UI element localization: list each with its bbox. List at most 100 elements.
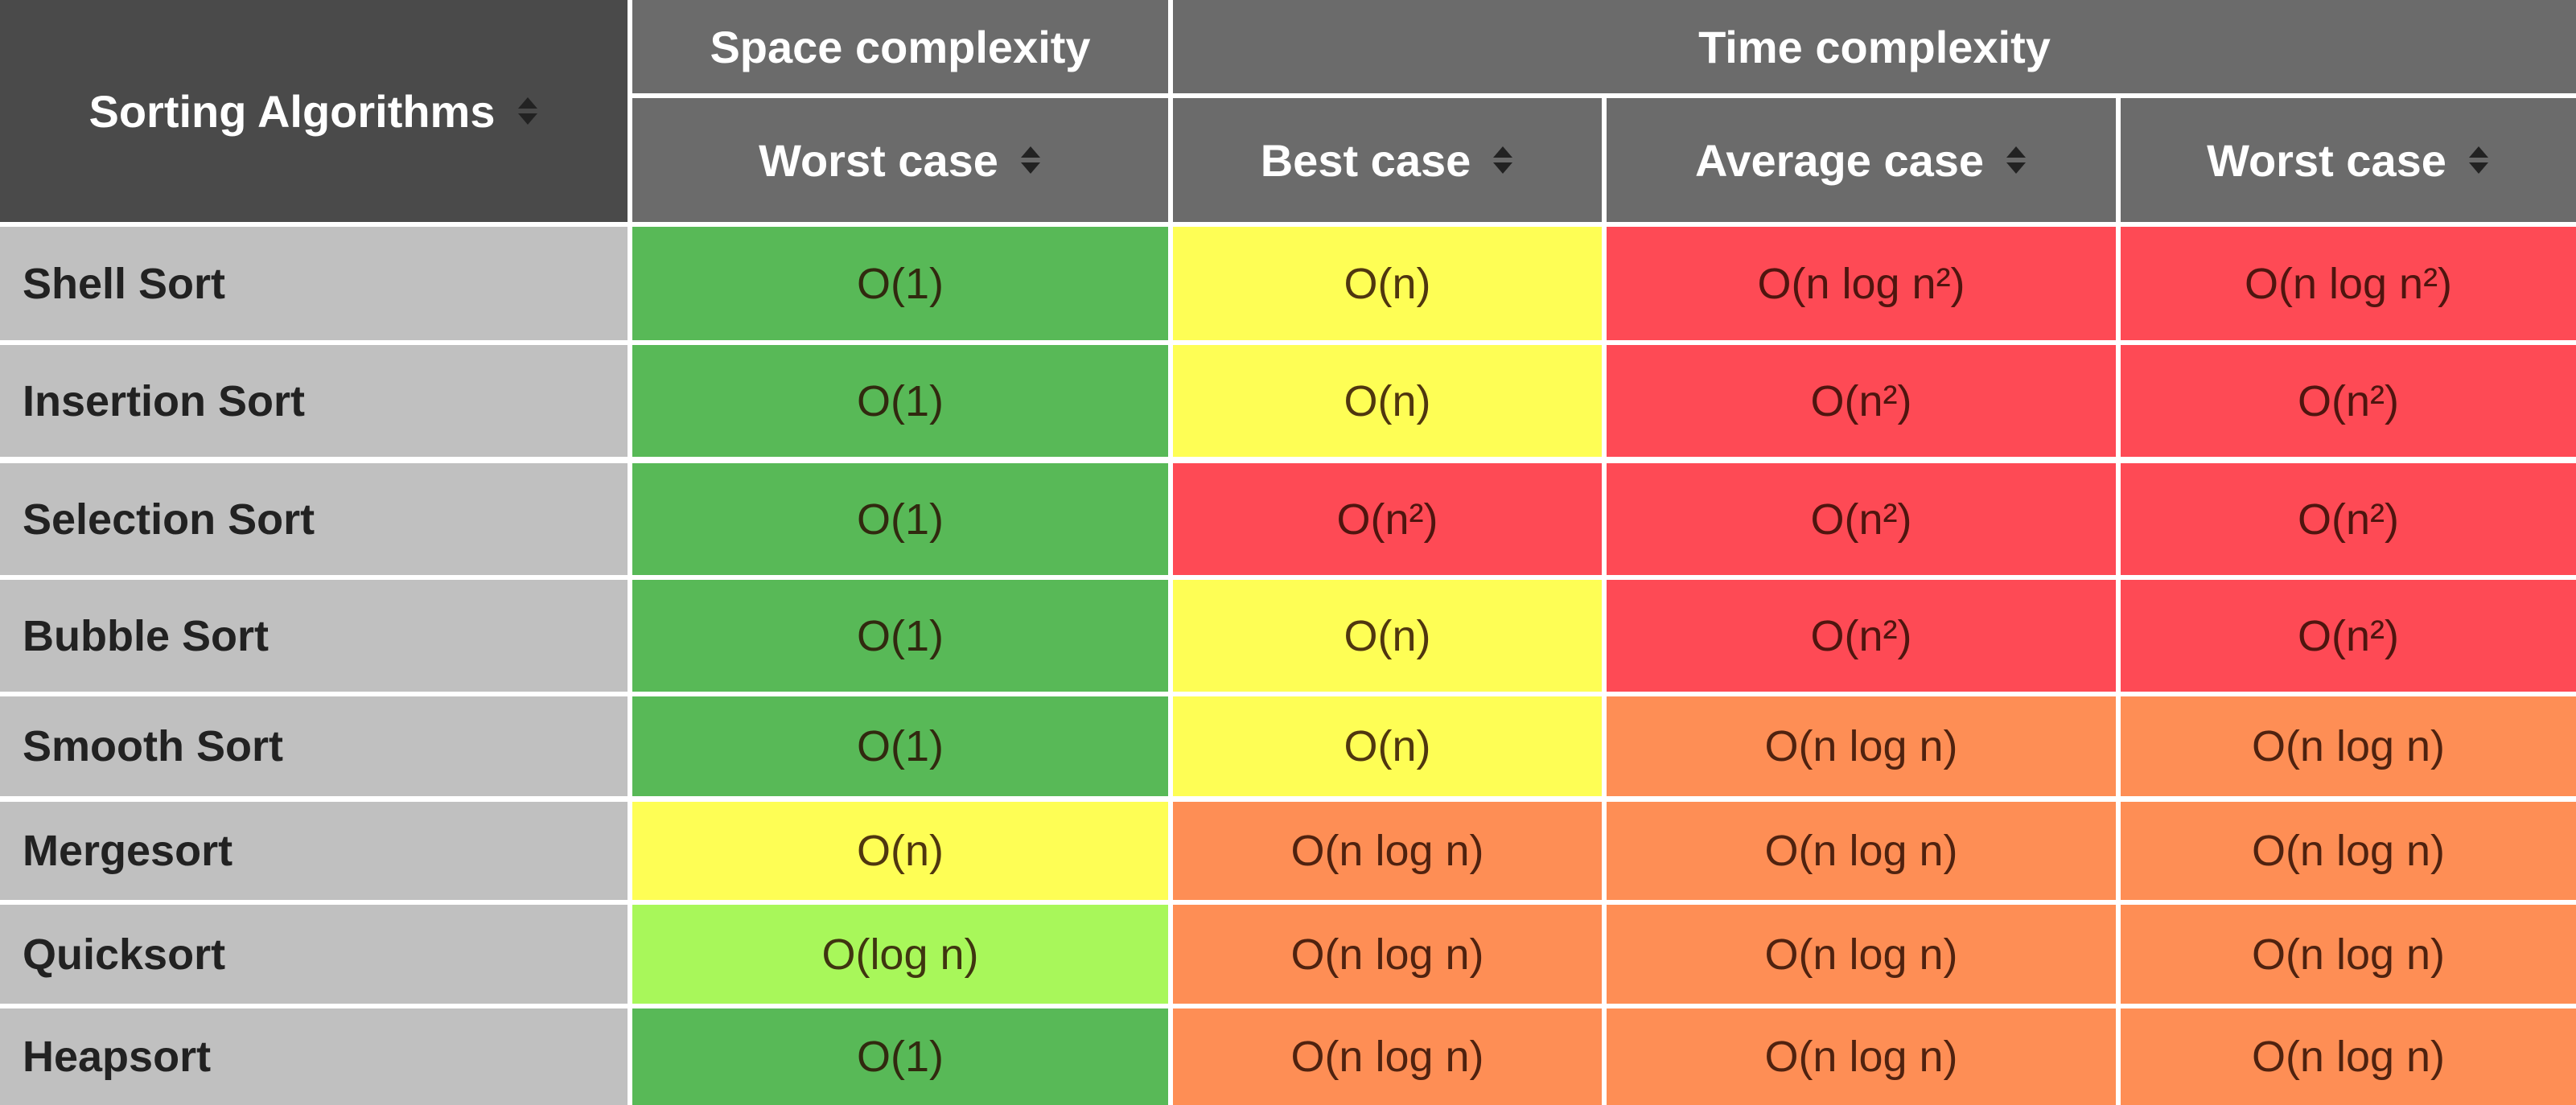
complexity-value: O(n log n) bbox=[2251, 1033, 2446, 1081]
complexity-cell: O(n²) bbox=[1607, 463, 2116, 575]
row-name: Mergesort bbox=[23, 827, 233, 875]
complexity-value: O(1) bbox=[857, 1033, 944, 1081]
row-name-cell: Quicksort bbox=[0, 905, 628, 1004]
complexity-cell: O(n log n) bbox=[1607, 696, 2116, 796]
sort-icon bbox=[1020, 146, 1040, 174]
complexity-cell: O(n log n²) bbox=[1607, 227, 2116, 340]
complexity-value: O(n log n) bbox=[1764, 722, 1958, 770]
header-cell[interactable]: Sorting Algorithms bbox=[0, 0, 628, 222]
complexity-cell: O(n log n) bbox=[1173, 802, 1602, 900]
complexity-value: O(n²) bbox=[2298, 376, 2399, 425]
column-label: Worst case bbox=[759, 134, 998, 186]
complexity-value: O(n log n) bbox=[1764, 930, 1958, 979]
complexity-cell: O(1) bbox=[632, 1008, 1168, 1105]
row-name-cell: Shell Sort bbox=[0, 227, 628, 340]
row-name-cell: Mergesort bbox=[0, 802, 628, 900]
complexity-value: O(n²) bbox=[1810, 376, 1912, 425]
complexity-value: O(n log n) bbox=[2251, 722, 2446, 770]
complexity-cell: O(n) bbox=[1173, 580, 1602, 692]
complexity-cell: O(n log n) bbox=[2121, 1008, 2576, 1105]
row-name: Bubble Sort bbox=[23, 611, 269, 660]
complexity-value: O(n log n²) bbox=[2244, 259, 2453, 308]
complexity-cell: O(n log n) bbox=[1607, 802, 2116, 900]
complexity-value: O(1) bbox=[857, 259, 944, 308]
row-name: Selection Sort bbox=[23, 495, 315, 544]
complexity-value: O(n²) bbox=[2298, 495, 2399, 544]
column-header[interactable]: Worst case bbox=[2121, 98, 2576, 222]
complexity-value: O(n log n) bbox=[1290, 930, 1484, 979]
complexity-value: O(n) bbox=[857, 827, 944, 875]
row-name: Heapsort bbox=[23, 1033, 212, 1081]
complexity-value: O(n²) bbox=[1810, 495, 1912, 544]
complexity-cell: O(1) bbox=[632, 696, 1168, 796]
complexity-cell: O(n log n) bbox=[2121, 802, 2576, 900]
row-name-cell: Selection Sort bbox=[0, 463, 628, 575]
complexity-cell: O(1) bbox=[632, 463, 1168, 575]
complexity-cell: O(n log n) bbox=[1607, 1008, 2116, 1105]
row-name-cell: Bubble Sort bbox=[0, 580, 628, 692]
column-header[interactable]: Worst case bbox=[632, 98, 1168, 222]
complexity-cell: O(log n) bbox=[632, 905, 1168, 1004]
row-name: Smooth Sort bbox=[23, 722, 283, 770]
complexity-cell: O(n²) bbox=[2121, 345, 2576, 457]
column-label: Average case bbox=[1694, 134, 1985, 186]
complexity-cell: O(n) bbox=[1173, 345, 1602, 457]
complexity-cell: O(n log n) bbox=[1173, 1008, 1602, 1105]
complexity-cell: O(n) bbox=[632, 802, 1168, 900]
complexity-cell: O(1) bbox=[632, 227, 1168, 340]
column-label: Best case bbox=[1260, 134, 1471, 186]
complexity-value: O(n²) bbox=[1336, 495, 1438, 544]
row-name-cell: Heapsort bbox=[0, 1008, 628, 1105]
complexity-value: O(n) bbox=[1344, 611, 1431, 660]
complexity-value: O(n log n) bbox=[2251, 827, 2446, 875]
complexity-cell: O(1) bbox=[632, 580, 1168, 692]
row-name: Insertion Sort bbox=[23, 376, 306, 425]
complexity-value: O(n²) bbox=[1810, 611, 1912, 660]
complexity-value: O(n) bbox=[1344, 722, 1431, 770]
complexity-cell: O(n log n) bbox=[2121, 696, 2576, 796]
complexity-value: O(n log n) bbox=[2251, 930, 2446, 979]
complexity-cell: O(n²) bbox=[1173, 463, 1602, 575]
complexity-value: O(1) bbox=[857, 376, 944, 425]
row-name-cell: Smooth Sort bbox=[0, 696, 628, 796]
complexity-value: O(n) bbox=[1344, 376, 1431, 425]
row-name: Shell Sort bbox=[23, 259, 226, 308]
complexity-value: O(n log n) bbox=[1764, 827, 1958, 875]
complexity-value: O(n log n²) bbox=[1757, 259, 1965, 308]
complexity-value: O(n) bbox=[1344, 259, 1431, 308]
complexity-value: O(1) bbox=[857, 611, 944, 660]
complexity-cell: O(n) bbox=[1173, 696, 1602, 796]
complexity-value: O(n log n) bbox=[1290, 1033, 1484, 1081]
column-header[interactable]: Best case bbox=[1173, 98, 1602, 222]
complexity-value: O(1) bbox=[857, 722, 944, 770]
group-label: Space complexity bbox=[710, 21, 1091, 72]
complexity-value: O(n log n) bbox=[1764, 1033, 1958, 1081]
complexity-cell: O(n²) bbox=[2121, 580, 2576, 692]
complexity-cell: O(n²) bbox=[2121, 463, 2576, 575]
group-header: Time complexity bbox=[1173, 0, 2576, 93]
complexity-cell: O(n²) bbox=[1607, 345, 2116, 457]
complexity-cell: O(n) bbox=[1173, 227, 1602, 340]
complexity-cell: O(n log n) bbox=[1173, 905, 1602, 1004]
header-label: Sorting Algorithms bbox=[88, 85, 496, 137]
sort-icon bbox=[1493, 146, 1513, 174]
row-name-cell: Insertion Sort bbox=[0, 345, 628, 457]
complexity-cell: O(1) bbox=[632, 345, 1168, 457]
row-name: Quicksort bbox=[23, 930, 226, 979]
column-header[interactable]: Average case bbox=[1607, 98, 2116, 222]
complexity-cell: O(n log n) bbox=[1607, 905, 2116, 1004]
column-label: Worst case bbox=[2207, 134, 2446, 186]
complexity-value: O(n log n) bbox=[1290, 827, 1484, 875]
sort-icon bbox=[2006, 146, 2027, 174]
complexity-value: O(1) bbox=[857, 495, 944, 544]
complexity-cell: O(n log n²) bbox=[2121, 227, 2576, 340]
complexity-value: O(n²) bbox=[2298, 611, 2399, 660]
complexity-cell: O(n log n) bbox=[2121, 905, 2576, 1004]
sort-icon bbox=[517, 97, 537, 125]
group-label: Time complexity bbox=[1698, 21, 2051, 72]
complexity-value: O(log n) bbox=[821, 930, 979, 979]
sort-icon bbox=[2468, 146, 2488, 174]
complexity-cell: O(n²) bbox=[1607, 580, 2116, 692]
group-header: Space complexity bbox=[632, 0, 1168, 93]
